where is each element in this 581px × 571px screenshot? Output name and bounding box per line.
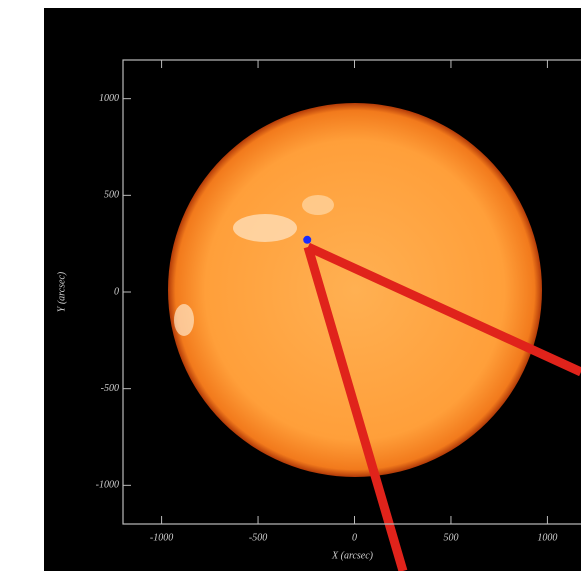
canvas: -1000 -500 0 500 1000 -1000 -500 0 500 1000 X (arc…	[44, 8, 581, 571]
y-tick-label: 0	[114, 286, 119, 297]
x-tick-label: 0	[352, 532, 357, 543]
active-region	[302, 195, 334, 215]
x-tick-label: -1000	[150, 532, 173, 543]
active-region	[174, 304, 194, 336]
x-tick-label: 1000	[537, 532, 557, 543]
y-tick-label: -1000	[96, 480, 119, 491]
active-region	[233, 214, 297, 242]
x-tick-label: 500	[443, 532, 458, 543]
y-tick-label: 500	[104, 190, 119, 201]
page: {"chart_data": {"type": "image", "xlabel…	[0, 0, 581, 571]
x-tick-label: -500	[249, 532, 267, 543]
y-tick-label: -500	[101, 383, 119, 394]
y-axis-label: Y (arcsec)	[56, 271, 67, 312]
chart: -1000 -500 0 500 1000 -1000 -500 0 500 1000 X (arc…	[0, 0, 581, 571]
x-axis-label: X (arcsec)	[331, 550, 374, 561]
marker-point	[303, 236, 311, 244]
y-tick-label: 1000	[99, 93, 119, 104]
